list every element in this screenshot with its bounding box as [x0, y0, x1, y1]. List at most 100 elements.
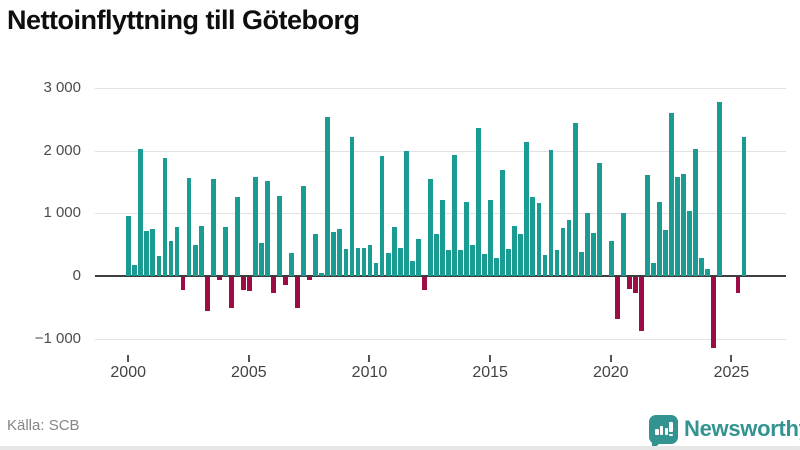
newsworthy-logo: Newsworthy: [648, 414, 800, 450]
data-bar: [741, 137, 747, 276]
data-bar: [548, 149, 554, 276]
data-bar: [126, 216, 132, 276]
data-bar: [210, 179, 216, 276]
data-bar: [409, 260, 415, 276]
data-bar: [500, 170, 506, 276]
data-bar: [633, 277, 638, 294]
data-bar: [584, 213, 590, 276]
data-bar: [506, 249, 512, 276]
x-axis-tick-label: 2025: [713, 364, 750, 381]
data-bar: [168, 240, 174, 276]
data-bar: [446, 250, 451, 276]
data-bar: [162, 158, 168, 276]
data-bar: [476, 127, 482, 276]
data-bar: [222, 227, 228, 276]
data-bar: [361, 247, 367, 276]
y-axis-tick-label: 1 000: [43, 204, 81, 222]
x-axis-tick: [489, 355, 492, 362]
data-bar: [228, 277, 234, 308]
data-bar: [367, 245, 373, 276]
data-bar: [234, 197, 240, 276]
data-bar: [524, 141, 530, 276]
data-bar: [464, 201, 469, 276]
data-bar: [596, 162, 602, 276]
data-bar: [265, 181, 270, 276]
badge-bar-icon: [659, 426, 664, 435]
data-bar: [385, 253, 391, 276]
data-bar: [608, 241, 614, 276]
data-bar: [512, 225, 518, 276]
data-bar: [614, 277, 620, 319]
data-bar: [283, 277, 288, 285]
data-bar: [313, 233, 319, 276]
data-bar: [705, 269, 711, 276]
newsworthy-badge-icon: [649, 415, 678, 444]
data-bar: [355, 248, 361, 276]
data-bar: [687, 211, 693, 276]
zero-axis-line: [95, 275, 786, 277]
data-bar: [735, 277, 741, 293]
x-axis-tick: [730, 355, 733, 362]
data-bar: [620, 212, 626, 276]
data-bar: [536, 202, 542, 276]
x-axis-tick: [127, 355, 130, 362]
data-bar: [458, 250, 463, 276]
y-axis-tick-label: 2 000: [43, 141, 81, 159]
x-axis-tick-label: 2015: [472, 364, 508, 381]
data-bar: [627, 277, 632, 289]
badge-exclamation-icon: [669, 422, 673, 432]
data-bar: [132, 265, 138, 276]
data-bar: [440, 199, 445, 276]
data-bar: [198, 225, 204, 276]
data-bar: [681, 174, 687, 276]
data-bar: [639, 277, 644, 331]
data-bar: [156, 256, 162, 276]
data-bar: [554, 249, 560, 276]
data-bar: [669, 112, 675, 276]
data-bar: [452, 154, 457, 276]
data-bar: [717, 101, 723, 276]
data-bar: [295, 277, 301, 309]
data-bar: [711, 277, 717, 348]
data-bar: [663, 230, 668, 276]
data-bar: [240, 277, 246, 291]
gridline: [95, 150, 786, 152]
badge-bar-icon: [664, 428, 669, 435]
x-axis-tick-label: 2000: [110, 364, 146, 381]
data-bar: [675, 176, 681, 276]
data-bar: [391, 226, 397, 276]
data-bar: [482, 253, 488, 276]
data-bar: [343, 249, 349, 276]
x-axis-tick-label: 2020: [592, 364, 629, 381]
data-bar: [331, 231, 337, 276]
x-axis-tick-label: 2005: [231, 364, 267, 381]
data-bar: [271, 277, 276, 293]
data-bar: [373, 262, 379, 276]
data-bar: [518, 233, 524, 276]
x-axis-tick: [609, 355, 612, 362]
data-bar: [379, 156, 385, 276]
data-bar: [186, 177, 192, 276]
data-bar: [144, 231, 150, 276]
data-bar: [337, 228, 343, 276]
data-bar: [494, 258, 500, 276]
data-bar: [566, 220, 572, 276]
data-bar: [246, 277, 252, 292]
data-bar: [560, 227, 566, 276]
x-axis-tick: [368, 355, 371, 362]
data-bar: [138, 149, 144, 276]
data-bar: [349, 136, 355, 276]
badge-exclamation-dot-icon: [669, 433, 673, 437]
data-bar: [415, 239, 421, 276]
data-bar: [530, 196, 536, 276]
data-bar: [216, 277, 222, 281]
data-bar: [150, 228, 156, 276]
data-bar: [651, 263, 656, 276]
data-bar: [427, 178, 433, 276]
data-bar: [325, 116, 331, 276]
data-bar: [590, 233, 596, 276]
brand-wordmark: Newsworthy: [684, 416, 800, 441]
data-bar: [699, 258, 705, 276]
